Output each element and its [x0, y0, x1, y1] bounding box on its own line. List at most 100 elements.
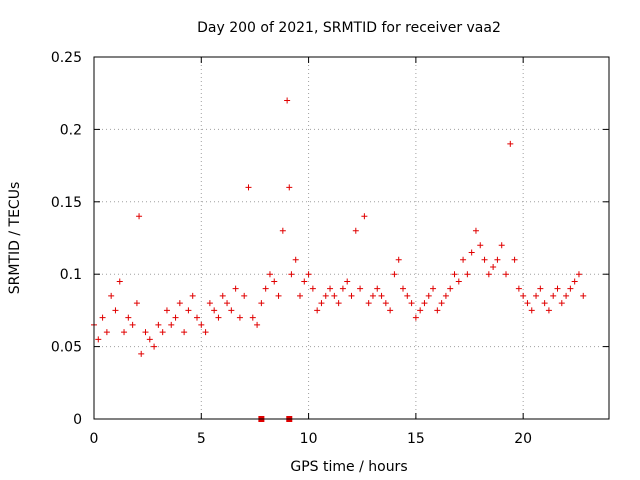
data-point	[286, 184, 293, 191]
grid	[94, 57, 609, 419]
x-tick-label: 15	[407, 431, 425, 447]
data-point	[215, 314, 222, 321]
data-point	[554, 285, 561, 292]
data-point	[541, 300, 548, 307]
x-tick-label: 5	[197, 431, 206, 447]
data-point	[245, 184, 252, 191]
data-point	[129, 321, 136, 328]
data-point	[533, 292, 540, 299]
data-point	[168, 321, 175, 328]
data-point	[558, 300, 565, 307]
data-point	[125, 314, 132, 321]
data-point	[236, 314, 243, 321]
plot-frame	[93, 56, 610, 420]
data-point	[357, 285, 364, 292]
tick-labels: 0 5 10 15 20 0 0.05 0.1 0.15 0.2 0.25	[51, 50, 532, 447]
data-point	[224, 300, 231, 307]
data-point	[163, 307, 170, 314]
data-point	[374, 285, 381, 292]
data-point	[481, 256, 488, 263]
data-point	[275, 292, 282, 299]
data-point	[198, 321, 205, 328]
data-point	[550, 292, 557, 299]
data-point	[382, 300, 389, 307]
data-point	[288, 271, 295, 278]
data-point	[309, 285, 316, 292]
data-point	[292, 256, 299, 263]
data-point	[438, 300, 445, 307]
data-point	[369, 292, 376, 299]
y-tick-label: 0.15	[51, 195, 82, 211]
data-point	[206, 300, 213, 307]
data-point	[121, 329, 128, 336]
data-point	[331, 292, 338, 299]
data-point	[511, 256, 518, 263]
data-point	[391, 271, 398, 278]
data-point	[136, 213, 143, 220]
data-point	[241, 292, 248, 299]
data-point	[228, 307, 235, 314]
y-axis-title: SRMTID / TECUs	[7, 182, 23, 295]
data-points	[91, 97, 587, 357]
x-tick-label: 10	[300, 431, 318, 447]
data-point	[520, 292, 527, 299]
data-point	[335, 300, 342, 307]
data-point	[301, 278, 308, 285]
data-point	[348, 292, 355, 299]
data-point	[400, 285, 406, 292]
data-point	[112, 307, 119, 314]
x-tick-label: 0	[90, 431, 99, 447]
data-point	[503, 271, 509, 278]
data-point	[327, 285, 334, 292]
data-point	[575, 271, 582, 278]
data-point	[339, 285, 346, 292]
data-point	[176, 300, 183, 307]
data-point	[108, 292, 115, 299]
data-point	[352, 227, 359, 234]
data-point	[314, 307, 321, 314]
data-point	[116, 278, 123, 285]
data-point	[477, 242, 484, 249]
data-point	[563, 292, 570, 299]
data-point	[249, 314, 256, 321]
data-point	[318, 300, 325, 307]
data-point	[387, 307, 394, 314]
data-point	[425, 292, 432, 299]
data-point	[472, 227, 479, 234]
data-point	[571, 278, 578, 285]
data-point	[138, 350, 145, 357]
data-point	[219, 292, 226, 299]
data-point	[515, 285, 522, 292]
data-point	[258, 300, 265, 307]
data-point	[142, 329, 149, 336]
chart-title: Day 200 of 2021, SRMTID for receiver vaa…	[197, 20, 501, 36]
data-point	[528, 307, 535, 314]
data-point	[580, 292, 587, 299]
y-tick-label: 0.25	[51, 50, 82, 66]
y-tick-label: 0.2	[60, 122, 82, 138]
data-point	[524, 300, 531, 307]
data-point	[146, 336, 153, 343]
y-tick-label: 0.1	[60, 267, 82, 283]
data-point	[468, 249, 475, 256]
data-point	[284, 97, 291, 104]
data-point	[365, 300, 372, 307]
data-point	[421, 300, 428, 307]
data-point	[194, 314, 200, 321]
data-point	[133, 300, 140, 307]
x-tick-label: 20	[514, 431, 532, 447]
data-point	[490, 263, 497, 270]
axis-ticks	[93, 56, 609, 420]
data-point	[99, 314, 106, 321]
data-point	[181, 329, 188, 336]
data-point	[95, 336, 102, 343]
data-point	[404, 292, 411, 299]
data-point	[279, 227, 286, 234]
data-point	[159, 329, 166, 336]
data-point	[412, 314, 419, 321]
data-point	[451, 271, 458, 278]
data-point	[460, 256, 467, 263]
data-point	[447, 285, 454, 292]
data-point	[202, 329, 209, 336]
data-point	[185, 307, 192, 314]
